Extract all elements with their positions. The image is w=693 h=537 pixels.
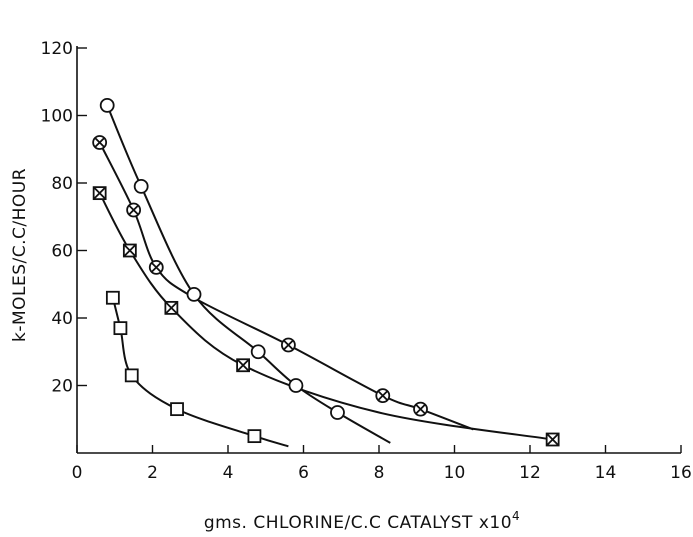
series-line-circle-x <box>98 142 474 431</box>
data-point-square <box>170 402 184 417</box>
data-point-square <box>247 429 262 444</box>
x-tick-label: 4 <box>223 463 234 483</box>
y-tick-label: 40 <box>51 309 73 329</box>
data-point-circle <box>330 405 345 420</box>
data-point-square-x <box>164 300 179 315</box>
data-point-circle <box>186 286 202 302</box>
x-tick-label: 16 <box>670 463 692 483</box>
data-point-circle-x <box>280 337 296 353</box>
series-line-square-x <box>98 192 553 441</box>
data-point-circle <box>250 344 266 360</box>
series-markers <box>92 97 560 447</box>
data-point-circle-x <box>92 135 108 150</box>
y-tick-label: 100 <box>41 107 73 127</box>
data-point-circle-x <box>126 202 142 218</box>
y-tick-label: 60 <box>51 242 73 262</box>
y-tick-label: 80 <box>51 174 73 194</box>
data-point-circle-x <box>413 401 428 417</box>
data-point-circle-x <box>375 388 391 404</box>
y-tick-label: 120 <box>41 39 73 59</box>
x-tick-label: 0 <box>72 463 83 483</box>
data-point-circle <box>133 178 149 194</box>
data-point-circle <box>288 378 304 393</box>
series-curves <box>98 105 553 448</box>
data-point-circle-x <box>148 259 164 275</box>
x-tick-label: 10 <box>444 463 466 483</box>
x-tick-label: 6 <box>298 463 309 483</box>
x-tick-label: 12 <box>519 463 541 483</box>
x-axis-label-exponent: 4 <box>512 509 520 523</box>
data-point-square-x <box>92 186 107 201</box>
y-axis-label: k-MOLES/C.C/HOUR <box>10 168 30 342</box>
data-point-square <box>113 321 128 336</box>
y-ticks: 20 40 60 80 100 120 <box>41 39 87 397</box>
x-ticks: 0 2 4 6 8 10 12 14 16 <box>72 445 692 483</box>
x-axis-label: gms. CHLORINE/C.C CATALYST x10 <box>204 513 512 533</box>
x-tick-label: 2 <box>147 463 158 483</box>
x-tick-label: 14 <box>595 463 617 483</box>
x-tick-label: 8 <box>374 463 385 483</box>
data-point-square-x <box>236 358 251 373</box>
data-point-square-x <box>122 243 137 258</box>
data-point-square-x <box>545 432 560 447</box>
x-axis-label-group: gms. CHLORINE/C.C CATALYST x104 <box>204 509 520 533</box>
data-point-circle <box>99 97 115 113</box>
series-line-square <box>111 297 289 448</box>
data-point-square <box>124 368 139 383</box>
data-point-square <box>105 290 120 305</box>
y-tick-label: 20 <box>51 377 73 397</box>
